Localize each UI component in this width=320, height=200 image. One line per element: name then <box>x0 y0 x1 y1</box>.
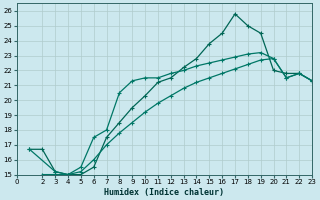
X-axis label: Humidex (Indice chaleur): Humidex (Indice chaleur) <box>104 188 224 197</box>
